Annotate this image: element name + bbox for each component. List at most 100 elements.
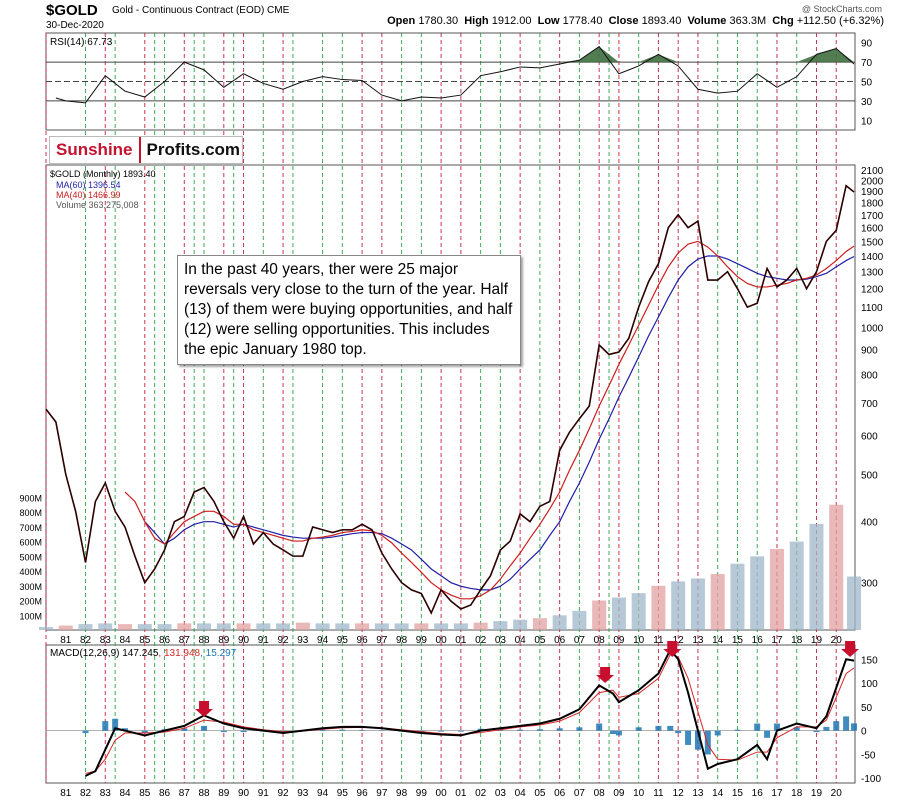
x-tick-top-83: 83 (100, 635, 112, 646)
volume-y-tick-5: 500M (19, 552, 42, 562)
price-y-tick-800: 800 (861, 371, 878, 382)
x-tick-bottom-81: 81 (60, 788, 72, 799)
arrow-shape-3 (841, 641, 860, 657)
rsi-y-tick-30: 30 (861, 97, 873, 108)
rsi-y-tick-50: 50 (861, 78, 873, 89)
macd-histogram-bar-39 (734, 729, 741, 731)
macd-histogram-bar-2 (102, 721, 109, 731)
x-tick-bottom-15: 15 (732, 788, 744, 799)
x-tick-bottom-19: 19 (811, 788, 823, 799)
x-tick-top-97: 97 (376, 635, 388, 646)
x-tick-bottom-83: 83 (100, 788, 112, 799)
volume-bar-41 (847, 576, 862, 630)
x-tick-bottom-87: 87 (179, 788, 191, 799)
x-tick-bottom-20: 20 (831, 788, 843, 799)
price-y-tick-1100: 1100 (861, 303, 883, 314)
x-tick-top-88: 88 (198, 635, 210, 646)
macd-legend-part-1: 147.245 (119, 648, 158, 659)
macd-histogram-bar-44 (813, 730, 820, 733)
macd-histogram-bar-33 (667, 725, 674, 731)
macd-histogram-bar-3 (112, 718, 119, 731)
volume-y-tick-1: 100M (19, 611, 42, 621)
x-tick-top-86: 86 (159, 635, 171, 646)
macd-legend-part-2: , 131.948 (158, 648, 200, 659)
arrow-shape-1 (596, 667, 615, 683)
macd-histogram-bar-43 (793, 727, 800, 731)
price-y-tick-1800: 1800 (861, 199, 884, 210)
price-y-tick-1200: 1200 (861, 285, 884, 296)
volume-bar-25 (532, 618, 547, 630)
price-y-tick-700: 700 (861, 399, 878, 410)
x-tick-top-05: 05 (534, 635, 546, 646)
x-tick-bottom-05: 05 (534, 788, 546, 799)
x-tick-top-16: 16 (752, 635, 764, 646)
price-y-tick-2100: 2100 (861, 166, 884, 177)
x-tick-bottom-08: 08 (594, 788, 606, 799)
macd-legend: MACD(12,26,9) 147.245, 131.948, 15.297 (50, 648, 237, 659)
x-tick-bottom-96: 96 (357, 788, 369, 799)
volume-bar-15 (335, 623, 350, 630)
volume-bar-9 (216, 623, 231, 630)
x-tick-bottom-14: 14 (712, 788, 724, 799)
volume-y-tick-7: 700M (19, 523, 42, 533)
volume-bar-37 (769, 548, 784, 630)
x-tick-bottom-02: 02 (475, 788, 487, 799)
price-y-tick-1300: 1300 (861, 268, 884, 279)
macd-histogram-bar-42 (773, 723, 780, 731)
macd-top-arrow-0 (195, 701, 214, 717)
close-value: 1893.40 (641, 15, 682, 27)
x-tick-bottom-16: 16 (752, 788, 764, 799)
x-tick-top-18: 18 (791, 635, 803, 646)
volume-bar-13 (295, 622, 310, 630)
x-tick-top-94: 94 (317, 635, 329, 646)
macd-y-tick--100: -100 (861, 774, 881, 785)
x-tick-top-89: 89 (218, 635, 230, 646)
x-tick-bottom-86: 86 (159, 788, 171, 799)
volume-y-tick-8: 800M (19, 508, 42, 518)
x-tick-bottom-12: 12 (673, 788, 685, 799)
volume-bar-26 (552, 615, 567, 630)
x-tick-bottom-95: 95 (337, 788, 349, 799)
macd-histogram-bar-45 (823, 726, 830, 731)
macd-histogram-bar-5 (141, 730, 148, 734)
price-y-tick-500: 500 (861, 470, 878, 481)
price-legend-gold: $GOLD (Monthly) 1893.40 (50, 169, 156, 179)
x-tick-top-81: 81 (60, 635, 72, 646)
volume-y-tick-4: 400M (19, 567, 42, 577)
x-tick-top-20: 20 (831, 635, 843, 646)
macd-top-arrow-2 (663, 641, 682, 657)
ma60-line (144, 255, 855, 591)
x-tick-top-95: 95 (337, 635, 349, 646)
macd-histogram-bar-40 (754, 723, 761, 731)
volume-bar-29 (611, 597, 626, 630)
volume-bar-4 (118, 624, 133, 630)
macd-histogram-bar-28 (596, 723, 603, 731)
x-tick-bottom-98: 98 (396, 788, 408, 799)
x-tick-top-93: 93 (297, 635, 309, 646)
x-tick-bottom-97: 97 (376, 788, 388, 799)
x-tick-bottom-92: 92 (278, 788, 290, 799)
price-legend-ma40: MA(40) 1466.99 (56, 190, 121, 200)
price-y-tick-900: 900 (861, 346, 878, 357)
volume-bar-32 (671, 581, 686, 630)
price-y-tick-2000: 2000 (861, 176, 884, 187)
x-tick-top-90: 90 (238, 635, 250, 646)
x-tick-top-98: 98 (396, 635, 408, 646)
volume-y-tick-6: 600M (19, 538, 42, 548)
x-tick-top-99: 99 (416, 635, 428, 646)
macd-y-tick-50: 50 (861, 703, 873, 714)
macd-y-tick-100: 100 (861, 679, 878, 690)
volume-bar-1 (58, 625, 73, 630)
macd-top-arrow-1 (596, 667, 615, 683)
price-y-tick-1400: 1400 (861, 252, 884, 263)
x-tick-top-09: 09 (613, 635, 625, 646)
volume-y-tick-2: 200M (19, 597, 42, 607)
price-y-tick-1000: 1000 (861, 323, 884, 334)
macd-histogram-bar-34 (675, 730, 682, 734)
price-y-tick-1900: 1900 (861, 187, 884, 198)
x-tick-bottom-90: 90 (238, 788, 250, 799)
macd-legend-part-0: MACD(12,26,9) (50, 648, 119, 659)
volume-bar-33 (690, 578, 705, 630)
x-tick-top-03: 03 (495, 635, 507, 646)
